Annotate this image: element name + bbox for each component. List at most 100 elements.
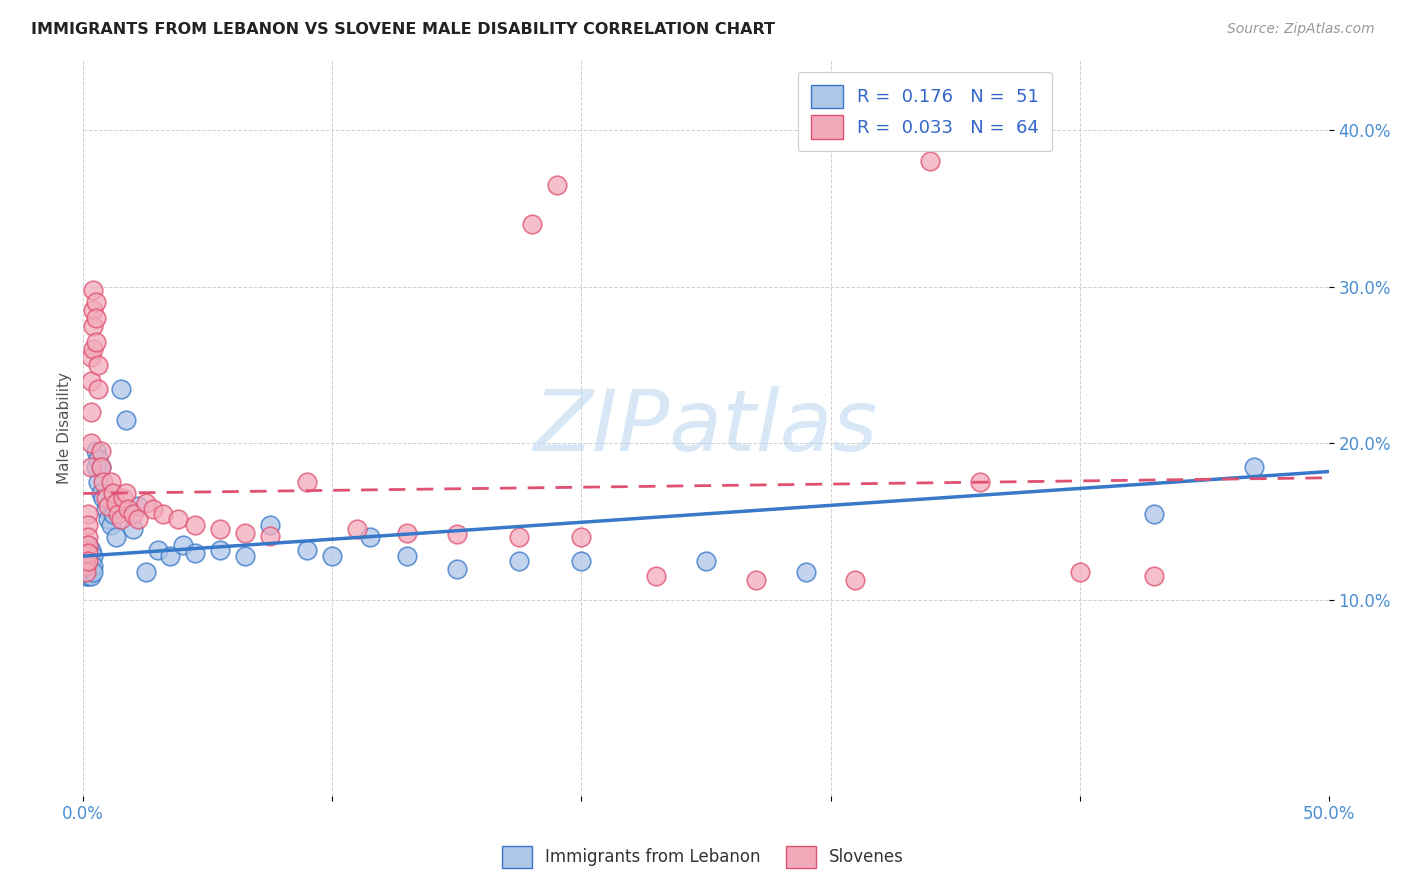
Point xyxy=(114,413,136,427)
Point xyxy=(1243,459,1265,474)
Point xyxy=(77,565,100,579)
Point xyxy=(508,530,530,544)
Point xyxy=(794,565,817,579)
Point xyxy=(84,295,107,310)
Point xyxy=(94,491,117,505)
Point xyxy=(127,499,149,513)
Point xyxy=(87,358,110,372)
Point xyxy=(127,511,149,525)
Point xyxy=(122,523,145,537)
Point xyxy=(80,542,103,557)
Point xyxy=(259,529,281,543)
Point xyxy=(80,459,103,474)
Point xyxy=(104,530,127,544)
Point xyxy=(546,178,568,192)
Point xyxy=(75,558,97,573)
Point xyxy=(101,486,124,500)
Point xyxy=(184,546,207,560)
Point xyxy=(80,350,103,364)
Point xyxy=(520,217,543,231)
Point xyxy=(75,554,97,568)
Legend: R =  0.176   N =  51, R =  0.033   N =  64: R = 0.176 N = 51, R = 0.033 N = 64 xyxy=(797,72,1052,152)
Point xyxy=(91,491,114,505)
Point xyxy=(80,569,103,583)
Point xyxy=(184,517,207,532)
Point xyxy=(152,507,174,521)
Point xyxy=(75,561,97,575)
Point xyxy=(82,318,104,333)
Point xyxy=(508,554,530,568)
Point xyxy=(80,554,103,568)
Point xyxy=(233,525,256,540)
Point xyxy=(1143,507,1166,521)
Point xyxy=(84,334,107,349)
Point xyxy=(75,549,97,563)
Point xyxy=(90,486,112,500)
Point xyxy=(75,569,97,583)
Point xyxy=(100,475,122,490)
Point xyxy=(1143,569,1166,583)
Point xyxy=(135,565,157,579)
Point xyxy=(359,530,381,544)
Point xyxy=(122,507,145,521)
Point xyxy=(135,496,157,510)
Point xyxy=(844,573,866,587)
Point xyxy=(82,558,104,573)
Point xyxy=(172,538,194,552)
Point xyxy=(91,475,114,490)
Point xyxy=(446,527,468,541)
Point xyxy=(297,542,319,557)
Point xyxy=(82,343,104,357)
Point xyxy=(110,511,132,525)
Point xyxy=(112,491,135,505)
Point xyxy=(645,569,668,583)
Point xyxy=(87,452,110,467)
Point xyxy=(446,561,468,575)
Point xyxy=(209,542,232,557)
Point xyxy=(396,525,419,540)
Point xyxy=(209,523,232,537)
Point xyxy=(75,542,97,557)
Legend: Immigrants from Lebanon, Slovenes: Immigrants from Lebanon, Slovenes xyxy=(491,834,915,880)
Point xyxy=(75,565,97,579)
Point xyxy=(84,444,107,458)
Point xyxy=(77,530,100,544)
Text: Source: ZipAtlas.com: Source: ZipAtlas.com xyxy=(1227,22,1375,37)
Point xyxy=(233,549,256,563)
Point xyxy=(97,499,120,513)
Point xyxy=(77,558,100,573)
Text: ZIPatlas: ZIPatlas xyxy=(534,386,879,469)
Text: IMMIGRANTS FROM LEBANON VS SLOVENE MALE DISABILITY CORRELATION CHART: IMMIGRANTS FROM LEBANON VS SLOVENE MALE … xyxy=(31,22,775,37)
Point xyxy=(77,546,100,560)
Point xyxy=(297,475,319,490)
Point xyxy=(1031,123,1053,137)
Point xyxy=(80,405,103,419)
Point xyxy=(97,511,120,525)
Point xyxy=(142,502,165,516)
Point xyxy=(321,549,343,563)
Point xyxy=(146,542,169,557)
Point xyxy=(695,554,717,568)
Point xyxy=(101,507,124,521)
Point xyxy=(104,496,127,510)
Y-axis label: Male Disability: Male Disability xyxy=(58,372,72,483)
Point xyxy=(117,502,139,516)
Point xyxy=(259,517,281,532)
Point xyxy=(75,554,97,568)
Point xyxy=(82,303,104,318)
Point xyxy=(77,538,100,552)
Point xyxy=(920,154,942,169)
Point xyxy=(75,546,97,560)
Point xyxy=(1069,565,1091,579)
Point xyxy=(100,517,122,532)
Point xyxy=(90,459,112,474)
Point xyxy=(110,382,132,396)
Point xyxy=(107,507,129,521)
Point xyxy=(90,459,112,474)
Point xyxy=(84,459,107,474)
Point xyxy=(90,444,112,458)
Point xyxy=(77,554,100,568)
Point xyxy=(77,549,100,563)
Point xyxy=(77,517,100,532)
Point xyxy=(346,523,368,537)
